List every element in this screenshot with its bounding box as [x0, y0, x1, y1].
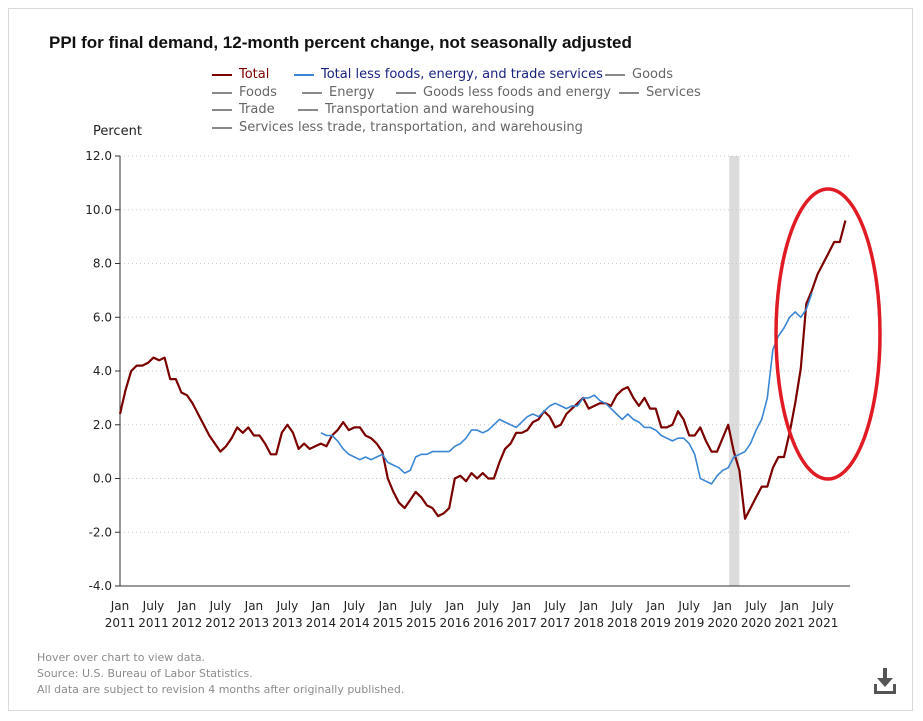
y-tick-label: 2.0: [93, 418, 112, 432]
x-tick-label-year: 2017: [506, 616, 537, 630]
x-tick-label-year: 2020: [741, 616, 772, 630]
y-tick-label: -2.0: [89, 525, 112, 539]
x-tick-label-year: 2011: [138, 616, 169, 630]
y-axis-unit-label: Percent: [93, 124, 142, 139]
y-tick-label: 12.0: [85, 149, 112, 163]
legend-item-services[interactable]: Services: [619, 85, 701, 100]
x-tick-label-month: Jan: [779, 599, 799, 613]
x-tick-label-month: July: [543, 599, 566, 613]
x-tick-label-month: Jan: [110, 599, 130, 613]
x-tick-label-year: 2014: [339, 616, 370, 630]
legend-label: Total less foods, energy, and trade serv…: [321, 67, 603, 82]
x-tick-label-year: 2011: [105, 616, 136, 630]
x-tick-label-year: 2018: [573, 616, 604, 630]
x-tick-label-month: July: [209, 599, 232, 613]
legend-label: Services less trade, transportation, and…: [239, 120, 583, 135]
series-line-total[interactable]: [118, 220, 847, 520]
x-tick-label-year: 2020: [707, 616, 738, 630]
legend-item-total-less-foods-energy-and-trade-services[interactable]: Total less foods, energy, and trade serv…: [294, 67, 603, 82]
x-tick-label-month: Jan: [645, 599, 665, 613]
x-tick-label-month: Jan: [177, 599, 197, 613]
revision-note: All data are subject to revision 4 month…: [37, 683, 405, 696]
source-note: Source: U.S. Bureau of Labor Statistics.: [37, 667, 253, 680]
legend-label: Trade: [239, 102, 275, 117]
x-tick-label-year: 2016: [473, 616, 504, 630]
x-tick-label-year: 2016: [440, 616, 471, 630]
x-tick-label-month: July: [142, 599, 165, 613]
hover-hint: Hover over chart to view data.: [37, 651, 206, 664]
x-tick-label-year: 2019: [674, 616, 705, 630]
x-tick-label-year: 2015: [373, 616, 404, 630]
x-tick-label-month: July: [343, 599, 366, 613]
recession-shading-layer: [729, 156, 740, 586]
x-tick-label-month: Jan: [445, 599, 465, 613]
legend-label: Total: [239, 67, 270, 82]
y-tick-label: 4.0: [93, 364, 112, 378]
legend-item-goods-less-foods-and-energy[interactable]: Goods less foods and energy: [396, 85, 611, 100]
x-tick-label-month: Jan: [512, 599, 532, 613]
legend-item-services-less-trade-transportation-and-warehousing[interactable]: Services less trade, transportation, and…: [212, 120, 583, 135]
annotation-layer: [774, 187, 882, 481]
legend-item-total[interactable]: Total: [212, 67, 269, 82]
legend-label: Goods: [632, 67, 674, 82]
y-tick-label: 0.0: [93, 472, 112, 486]
legend-item-goods[interactable]: Goods: [605, 67, 673, 82]
x-tick-label-month: July: [811, 599, 834, 613]
legend-swatch: [212, 91, 232, 94]
legend-swatch: [294, 73, 314, 76]
legend-label: Services: [646, 85, 701, 100]
y-tick-label: -4.0: [89, 579, 112, 593]
x-tick-label-month: July: [476, 599, 499, 613]
legend-swatch: [302, 91, 322, 94]
legend-swatch: [396, 91, 416, 94]
y-tick-label: 10.0: [85, 203, 112, 217]
legend-swatch: [212, 73, 232, 76]
legend-label: Transportation and warehousing: [325, 102, 535, 117]
axis-layer: 12.0 10.0 8.0 6.0 4.0 2.0 0.0 -2.0 -4.0 Jan 2011 Ju…: [85, 149, 850, 630]
x-tick-label-month: July: [744, 599, 767, 613]
legend-swatch: [212, 108, 232, 111]
recession-shading: [729, 156, 740, 586]
x-tick-label-year: 2017: [540, 616, 571, 630]
x-tick-label-month: July: [410, 599, 433, 613]
x-tick-label-month: Jan: [311, 599, 331, 613]
y-tick-label: 8.0: [93, 257, 112, 271]
x-tick-label-month: July: [276, 599, 299, 613]
x-tick-label-month: Jan: [578, 599, 598, 613]
grid-layer: [120, 155, 850, 533]
y-tick-label: 6.0: [93, 310, 112, 324]
x-tick-label-year: 2013: [272, 616, 303, 630]
legend-label: Energy: [329, 85, 375, 100]
highlight-ellipse: [774, 187, 882, 481]
x-tick-label-month: Jan: [712, 599, 732, 613]
series-line-total-less-foods-energy-and-trade-services[interactable]: [320, 292, 813, 485]
legend-label: Goods less foods and energy: [423, 85, 611, 100]
x-tick-label-year: 2012: [205, 616, 236, 630]
x-tick-label-month: Jan: [244, 599, 264, 613]
chart-title: PPI for final demand, 12-month percent c…: [49, 33, 632, 52]
x-tick-label-year: 2014: [306, 616, 337, 630]
legend-label: Foods: [239, 85, 277, 100]
x-tick-label-year: 2018: [607, 616, 638, 630]
legend-swatch: [605, 73, 625, 76]
x-tick-label-year: 2021: [774, 616, 805, 630]
x-tick-label-month: July: [610, 599, 633, 613]
x-tick-label-month: July: [677, 599, 700, 613]
legend-swatch: [619, 91, 639, 94]
legend-item-transportation-and-warehousing[interactable]: Transportation and warehousing: [298, 102, 535, 117]
legend-swatch: [212, 126, 232, 129]
x-tick-label-month: Jan: [378, 599, 398, 613]
legend-item-trade[interactable]: Trade: [212, 102, 275, 117]
legend-swatch: [298, 108, 318, 111]
x-tick-label-year: 2021: [808, 616, 839, 630]
legend-item-foods[interactable]: Foods: [212, 85, 277, 100]
x-tick-label-year: 2019: [640, 616, 671, 630]
x-tick-label-year: 2012: [172, 616, 203, 630]
x-tick-label-year: 2015: [406, 616, 437, 630]
legend-item-energy[interactable]: Energy: [302, 85, 375, 100]
download-icon[interactable]: [872, 666, 898, 696]
x-tick-label-year: 2013: [239, 616, 270, 630]
series-layer: [118, 220, 847, 520]
